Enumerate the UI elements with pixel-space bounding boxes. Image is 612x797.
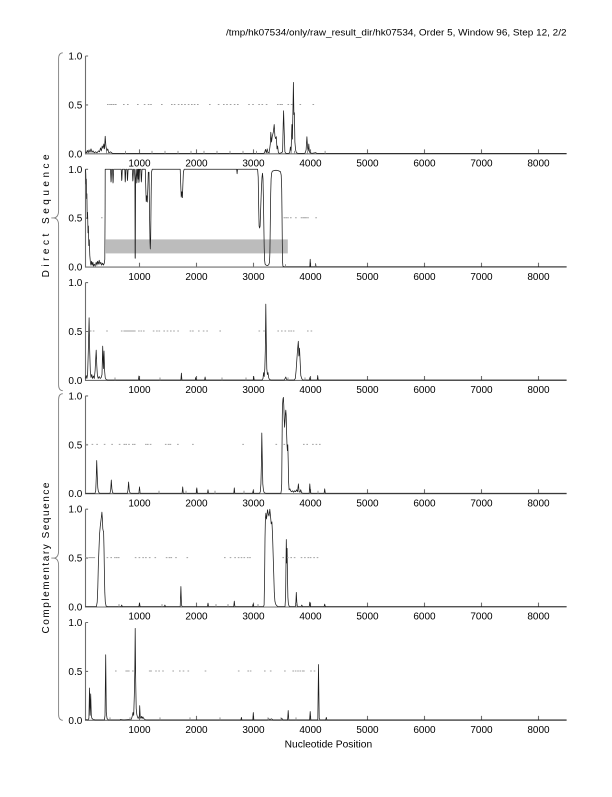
svg-text:4000: 4000 (299, 498, 322, 509)
svg-text:4000: 4000 (299, 272, 322, 283)
svg-text:0.0: 0.0 (68, 489, 82, 500)
svg-text:3000: 3000 (242, 385, 265, 396)
svg-text:6000: 6000 (413, 498, 436, 509)
svg-text:1.0: 1.0 (68, 505, 82, 516)
svg-text:0.5: 0.5 (68, 440, 82, 451)
svg-text:5000: 5000 (356, 385, 379, 396)
svg-text:4000: 4000 (299, 159, 322, 170)
svg-text:3000: 3000 (242, 272, 265, 283)
svg-text:0.0: 0.0 (68, 149, 82, 160)
svg-text:1000: 1000 (128, 385, 151, 396)
svg-text:1.0: 1.0 (68, 618, 82, 629)
svg-text:7000: 7000 (470, 159, 493, 170)
svg-text:7000: 7000 (470, 272, 493, 283)
svg-text:0.5: 0.5 (68, 100, 82, 111)
svg-text:2000: 2000 (185, 612, 208, 623)
svg-text:1.0: 1.0 (68, 391, 82, 402)
svg-text:7000: 7000 (470, 385, 493, 396)
svg-text:1000: 1000 (128, 498, 151, 509)
svg-text:5000: 5000 (356, 272, 379, 283)
svg-text:5000: 5000 (356, 159, 379, 170)
svg-text:2000: 2000 (185, 385, 208, 396)
svg-text:6000: 6000 (413, 385, 436, 396)
svg-text:4000: 4000 (299, 385, 322, 396)
svg-text:8000: 8000 (527, 385, 550, 396)
svg-text:3000: 3000 (242, 498, 265, 509)
svg-text:Complementary Sequence: Complementary Sequence (41, 482, 52, 633)
svg-text:1000: 1000 (128, 159, 151, 170)
svg-text:7000: 7000 (470, 498, 493, 509)
svg-text:1.0: 1.0 (68, 278, 82, 289)
svg-text:0.0: 0.0 (68, 376, 82, 387)
svg-text:6000: 6000 (413, 159, 436, 170)
svg-text:0.5: 0.5 (68, 214, 82, 225)
svg-text:8000: 8000 (527, 498, 550, 509)
svg-text:1000: 1000 (128, 725, 151, 736)
svg-text:Nucleotide Position: Nucleotide Position (285, 739, 373, 750)
svg-text:8000: 8000 (527, 612, 550, 623)
svg-text:/tmp/hk07534/only/raw_result_d: /tmp/hk07534/only/raw_result_dir/hk07534… (226, 28, 567, 38)
svg-text:5000: 5000 (356, 498, 379, 509)
svg-text:0.0: 0.0 (68, 263, 82, 274)
svg-text:8000: 8000 (527, 159, 550, 170)
svg-text:6000: 6000 (413, 272, 436, 283)
svg-text:0.0: 0.0 (68, 603, 82, 614)
svg-text:7000: 7000 (470, 725, 493, 736)
svg-text:3000: 3000 (242, 612, 265, 623)
svg-text:1000: 1000 (128, 612, 151, 623)
svg-text:1.0: 1.0 (68, 52, 82, 63)
svg-text:1.0: 1.0 (68, 165, 82, 176)
svg-text:6000: 6000 (413, 612, 436, 623)
svg-text:7000: 7000 (470, 612, 493, 623)
svg-text:3000: 3000 (242, 159, 265, 170)
svg-text:0.0: 0.0 (68, 716, 82, 727)
svg-text:1000: 1000 (128, 272, 151, 283)
svg-text:4000: 4000 (299, 612, 322, 623)
svg-text:0.5: 0.5 (68, 667, 82, 678)
svg-text:0.5: 0.5 (68, 554, 82, 565)
svg-text:3000: 3000 (242, 725, 265, 736)
svg-text:2000: 2000 (185, 159, 208, 170)
svg-text:6000: 6000 (413, 725, 436, 736)
svg-text:0.5: 0.5 (68, 327, 82, 338)
svg-text:2000: 2000 (185, 498, 208, 509)
svg-text:8000: 8000 (527, 725, 550, 736)
svg-text:5000: 5000 (356, 612, 379, 623)
svg-text:2000: 2000 (185, 725, 208, 736)
svg-text:8000: 8000 (527, 272, 550, 283)
svg-text:2000: 2000 (185, 272, 208, 283)
svg-text:5000: 5000 (356, 725, 379, 736)
svg-text:4000: 4000 (299, 725, 322, 736)
